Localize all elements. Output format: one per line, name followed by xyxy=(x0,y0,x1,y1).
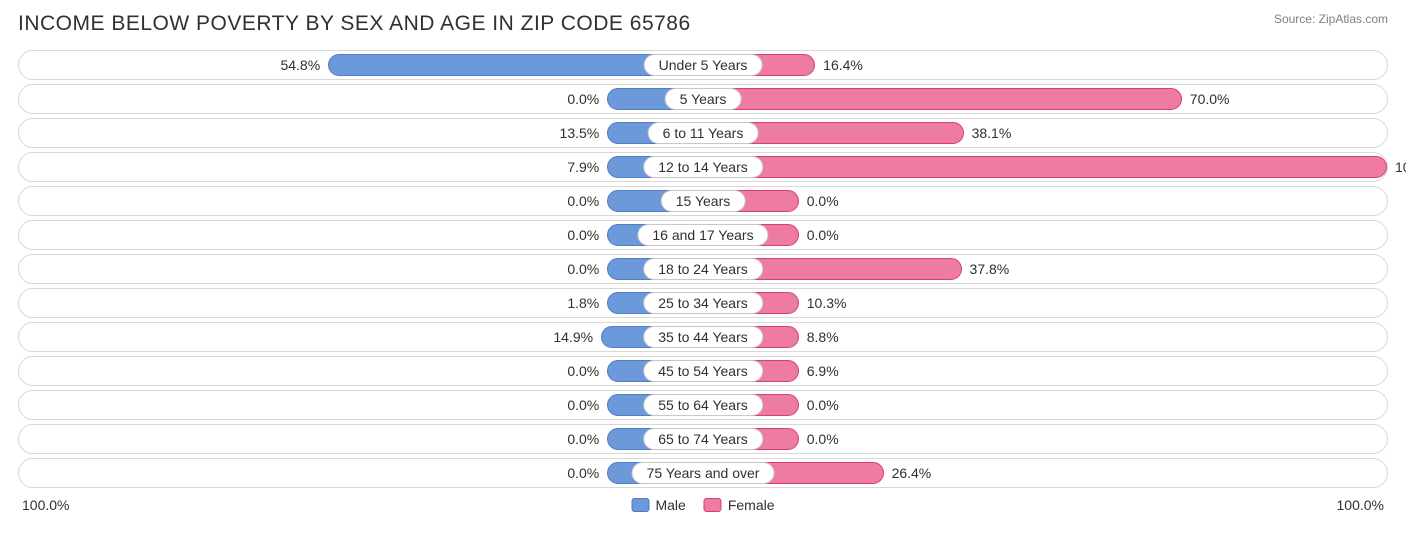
chart-row: 0.0% 26.4% 75 Years and over xyxy=(18,458,1388,488)
legend-swatch-female xyxy=(704,498,722,512)
chart-row: 0.0% 37.8% 18 to 24 Years xyxy=(18,254,1388,284)
chart-title: INCOME BELOW POVERTY BY SEX AND AGE IN Z… xyxy=(18,12,691,36)
chart-row: 0.0% 0.0% 15 Years xyxy=(18,186,1388,216)
value-label-male: 13.5% xyxy=(560,119,600,147)
value-label-male: 54.8% xyxy=(280,51,320,79)
axis-label-right: 100.0% xyxy=(1337,497,1384,513)
category-label: 75 Years and over xyxy=(632,462,775,484)
value-label-male: 0.0% xyxy=(567,187,599,215)
value-label-female: 8.8% xyxy=(807,323,839,351)
value-label-male: 7.9% xyxy=(567,153,599,181)
value-label-male: 1.8% xyxy=(567,289,599,317)
chart-row: 13.5% 38.1% 6 to 11 Years xyxy=(18,118,1388,148)
category-label: 25 to 34 Years xyxy=(643,292,763,314)
legend-item-female: Female xyxy=(704,497,775,513)
chart-row: 0.0% 0.0% 16 and 17 Years xyxy=(18,220,1388,250)
value-label-female: 37.8% xyxy=(970,255,1010,283)
value-label-female: 0.0% xyxy=(807,391,839,419)
category-label: 5 Years xyxy=(665,88,742,110)
category-label: 45 to 54 Years xyxy=(643,360,763,382)
legend-swatch-male xyxy=(631,498,649,512)
chart-header: INCOME BELOW POVERTY BY SEX AND AGE IN Z… xyxy=(18,12,1388,36)
value-label-male: 0.0% xyxy=(567,425,599,453)
value-label-female: 16.4% xyxy=(823,51,863,79)
chart-source: Source: ZipAtlas.com xyxy=(1274,12,1388,26)
value-label-female: 0.0% xyxy=(807,425,839,453)
value-label-male: 0.0% xyxy=(567,391,599,419)
value-label-male: 0.0% xyxy=(567,85,599,113)
axis-label-left: 100.0% xyxy=(22,497,69,513)
chart-row: 0.0% 0.0% 55 to 64 Years xyxy=(18,390,1388,420)
chart-row: 0.0% 6.9% 45 to 54 Years xyxy=(18,356,1388,386)
value-label-female: 0.0% xyxy=(807,187,839,215)
value-label-male: 0.0% xyxy=(567,221,599,249)
diverging-bar-chart: 54.8% 16.4% Under 5 Years 0.0% 70.0% 5 Years 1… xyxy=(18,50,1388,488)
value-label-female: 10.3% xyxy=(807,289,847,317)
chart-row: 0.0% 70.0% 5 Years xyxy=(18,84,1388,114)
value-label-female: 100.0% xyxy=(1395,153,1406,181)
legend-item-male: Male xyxy=(631,497,685,513)
value-label-female: 0.0% xyxy=(807,221,839,249)
chart-row: 1.8% 10.3% 25 to 34 Years xyxy=(18,288,1388,318)
category-label: 16 and 17 Years xyxy=(637,224,768,246)
value-label-male: 0.0% xyxy=(567,357,599,385)
value-label-female: 38.1% xyxy=(972,119,1012,147)
value-label-female: 26.4% xyxy=(892,459,932,487)
category-label: 35 to 44 Years xyxy=(643,326,763,348)
value-label-male: 14.9% xyxy=(553,323,593,351)
chart-footer: 100.0% Male Female 100.0% xyxy=(18,494,1388,516)
category-label: Under 5 Years xyxy=(644,54,763,76)
category-label: 55 to 64 Years xyxy=(643,394,763,416)
chart-row: 54.8% 16.4% Under 5 Years xyxy=(18,50,1388,80)
chart-legend: Male Female xyxy=(631,497,774,513)
chart-row: 14.9% 8.8% 35 to 44 Years xyxy=(18,322,1388,352)
value-label-female: 6.9% xyxy=(807,357,839,385)
legend-label-male: Male xyxy=(655,497,685,513)
chart-row: 0.0% 0.0% 65 to 74 Years xyxy=(18,424,1388,454)
value-label-male: 0.0% xyxy=(567,459,599,487)
value-label-female: 70.0% xyxy=(1190,85,1230,113)
bar-female xyxy=(703,156,1387,178)
category-label: 12 to 14 Years xyxy=(643,156,763,178)
category-label: 18 to 24 Years xyxy=(643,258,763,280)
value-label-male: 0.0% xyxy=(567,255,599,283)
category-label: 6 to 11 Years xyxy=(648,122,759,144)
chart-row: 7.9%100.0%12 to 14 Years xyxy=(18,152,1388,182)
category-label: 15 Years xyxy=(661,190,746,212)
bar-female xyxy=(703,88,1182,110)
legend-label-female: Female xyxy=(728,497,775,513)
category-label: 65 to 74 Years xyxy=(643,428,763,450)
